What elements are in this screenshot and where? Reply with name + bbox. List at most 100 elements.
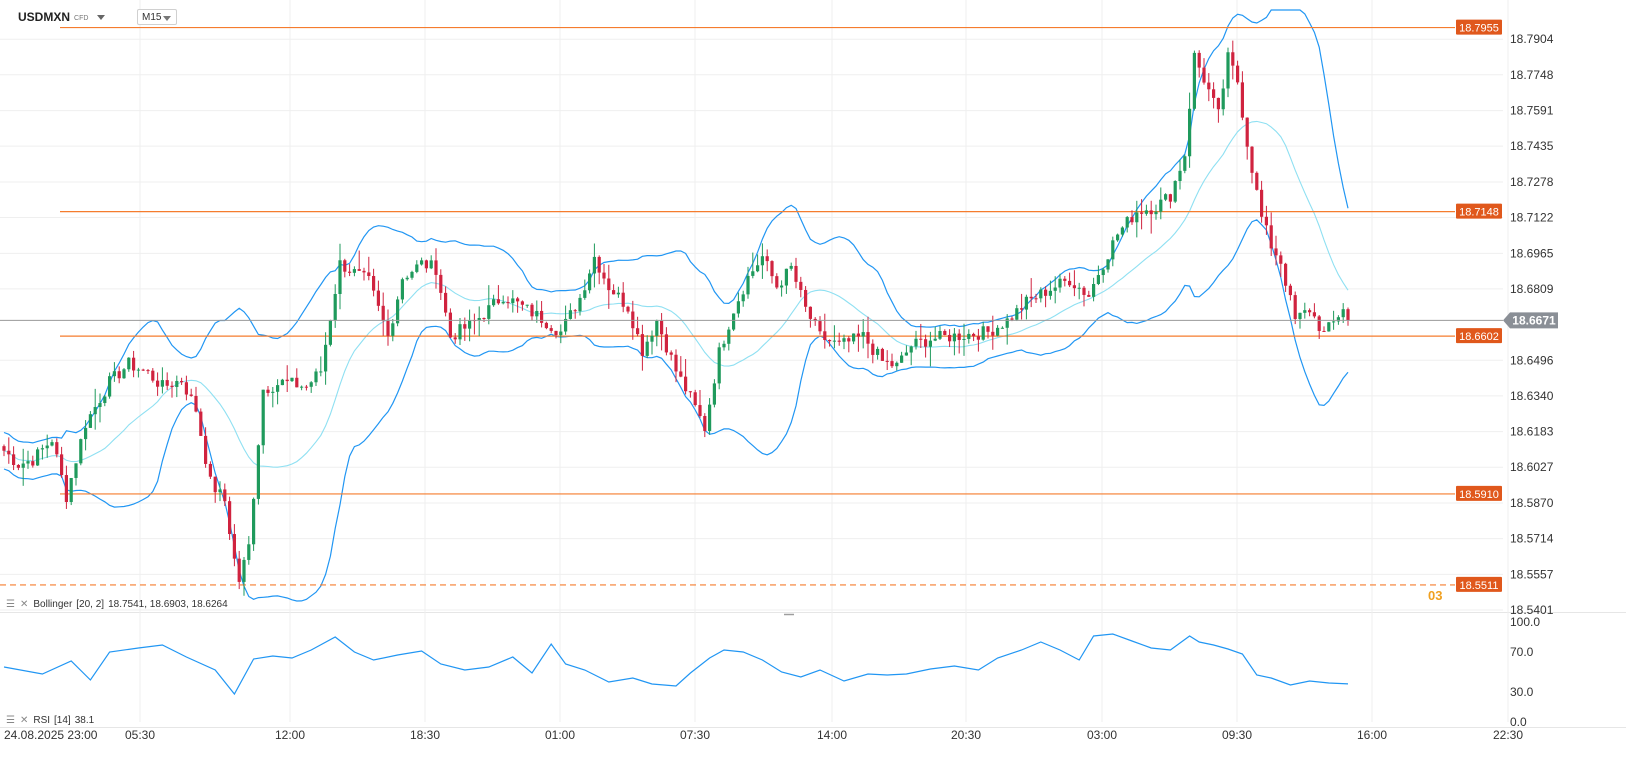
candle[interactable] — [957, 329, 961, 354]
candle[interactable] — [813, 317, 817, 326]
candle[interactable] — [1082, 286, 1086, 307]
candle[interactable] — [1240, 71, 1244, 121]
candle[interactable] — [79, 438, 83, 466]
candle[interactable] — [1063, 276, 1067, 287]
candle[interactable] — [285, 365, 289, 393]
candle[interactable] — [525, 304, 529, 308]
candle[interactable] — [1231, 40, 1235, 80]
candle[interactable] — [924, 334, 928, 358]
candle[interactable] — [146, 368, 150, 375]
candle[interactable] — [866, 316, 870, 359]
candle[interactable] — [636, 316, 640, 337]
candle[interactable] — [1120, 226, 1124, 237]
candle[interactable] — [165, 372, 169, 390]
candle[interactable] — [1173, 180, 1177, 204]
candle[interactable] — [261, 389, 265, 454]
candle[interactable] — [1020, 293, 1024, 320]
candle[interactable] — [919, 323, 923, 348]
bollinger-legend[interactable]: ☰ ✕ Bollinger [20, 2] 18.7541, 18.6903, 1… — [6, 597, 228, 611]
candle[interactable] — [861, 319, 865, 349]
candle[interactable] — [2, 444, 6, 457]
candle[interactable] — [1159, 187, 1163, 220]
candle[interactable] — [1255, 171, 1259, 191]
candle[interactable] — [184, 375, 188, 401]
candle[interactable] — [544, 321, 548, 330]
candle[interactable] — [1317, 314, 1321, 339]
candle[interactable] — [890, 353, 894, 369]
candle[interactable] — [1015, 304, 1019, 322]
candle[interactable] — [352, 266, 356, 277]
candle[interactable] — [823, 313, 827, 349]
candle[interactable] — [871, 339, 875, 364]
candle[interactable] — [218, 481, 222, 502]
candle[interactable] — [828, 339, 832, 347]
candle[interactable] — [1092, 277, 1096, 302]
candle[interactable] — [1144, 204, 1148, 216]
candle[interactable] — [112, 362, 116, 382]
candle[interactable] — [256, 444, 260, 505]
candle[interactable] — [376, 280, 380, 312]
candle[interactable] — [276, 379, 280, 405]
candle[interactable] — [1125, 216, 1129, 233]
candle[interactable] — [655, 319, 659, 347]
candle[interactable] — [799, 276, 803, 298]
candle[interactable] — [952, 328, 956, 356]
candle[interactable] — [516, 296, 520, 313]
candle[interactable] — [88, 411, 92, 428]
candle[interactable] — [1024, 294, 1028, 320]
candle[interactable] — [568, 303, 572, 320]
candle[interactable] — [612, 284, 616, 295]
candle[interactable] — [458, 317, 462, 345]
candle[interactable] — [1135, 200, 1139, 238]
candle[interactable] — [31, 455, 35, 468]
candle[interactable] — [156, 372, 160, 396]
candle[interactable] — [21, 448, 25, 486]
candle[interactable] — [837, 332, 841, 346]
candle[interactable] — [74, 463, 78, 486]
candle[interactable] — [223, 483, 227, 507]
candle[interactable] — [1284, 262, 1288, 292]
candle[interactable] — [717, 342, 721, 390]
candle[interactable] — [396, 296, 400, 327]
candle[interactable] — [900, 351, 904, 363]
candle[interactable] — [852, 333, 856, 345]
candle[interactable] — [170, 381, 174, 398]
candle[interactable] — [1111, 236, 1115, 267]
candle[interactable] — [736, 292, 740, 318]
candle[interactable] — [463, 317, 467, 341]
close-icon[interactable]: ✕ — [19, 598, 30, 610]
candle[interactable] — [40, 444, 44, 460]
candle[interactable] — [199, 408, 203, 436]
candle[interactable] — [928, 331, 932, 367]
candle[interactable] — [1048, 280, 1052, 300]
candle[interactable] — [386, 309, 390, 346]
candle[interactable] — [554, 330, 558, 339]
candle[interactable] — [732, 313, 736, 332]
candle[interactable] — [439, 269, 443, 300]
candle[interactable] — [132, 350, 136, 378]
candle[interactable] — [804, 286, 808, 312]
candle[interactable] — [1216, 97, 1220, 123]
candle[interactable] — [108, 372, 112, 399]
candle[interactable] — [194, 386, 198, 413]
candle[interactable] — [540, 301, 544, 328]
candle[interactable] — [328, 319, 332, 347]
candle[interactable] — [64, 465, 68, 509]
candle[interactable] — [885, 350, 889, 370]
candle[interactable] — [549, 325, 553, 333]
candle[interactable] — [1039, 287, 1043, 303]
candle[interactable] — [1346, 307, 1350, 326]
candle[interactable] — [583, 279, 587, 300]
candle[interactable] — [1096, 265, 1100, 286]
candle[interactable] — [324, 332, 328, 385]
candle[interactable] — [1168, 193, 1172, 209]
candle[interactable] — [252, 497, 256, 551]
candle[interactable] — [1312, 303, 1316, 319]
candle[interactable] — [424, 259, 428, 273]
candle[interactable] — [477, 306, 481, 337]
candle[interactable] — [1053, 276, 1057, 304]
candle[interactable] — [237, 550, 241, 590]
candle[interactable] — [972, 332, 976, 342]
candle[interactable] — [1236, 60, 1240, 85]
candle[interactable] — [506, 296, 510, 309]
